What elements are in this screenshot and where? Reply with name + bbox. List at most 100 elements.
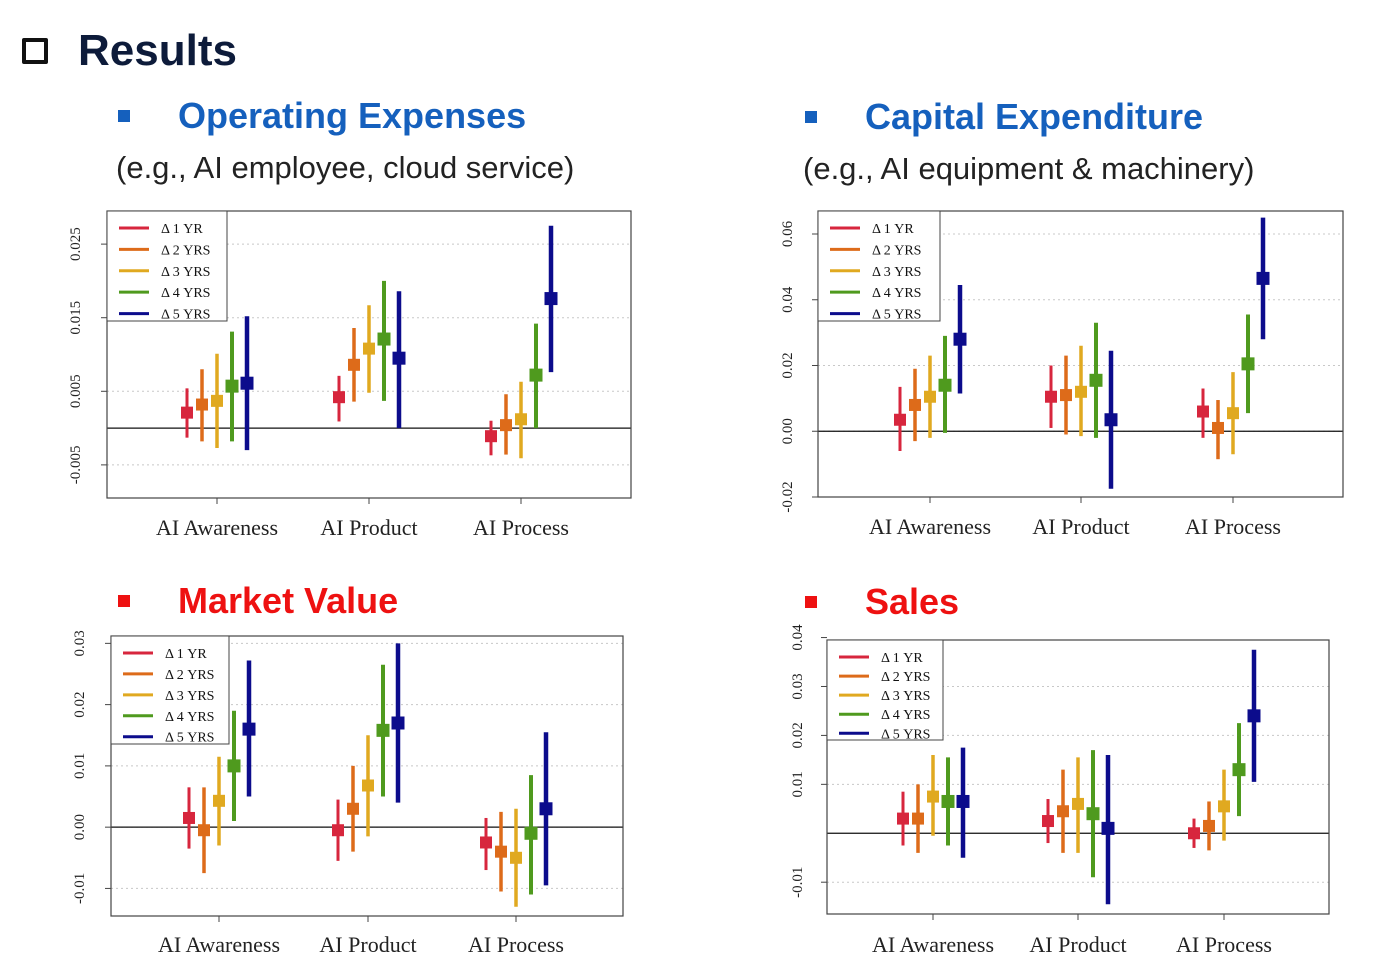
y-tick-label: 0.015 <box>68 301 84 335</box>
heading-text: Operating Expenses <box>178 95 527 136</box>
point-estimate <box>242 722 256 736</box>
point-estimate <box>1057 805 1069 818</box>
y-tick-label: 0.03 <box>790 673 806 699</box>
point-estimate <box>363 342 375 355</box>
point-estimate <box>912 812 924 825</box>
legend-label: Δ 3 YRS <box>161 265 210 280</box>
legend-label: Δ 2 YRS <box>165 668 214 683</box>
square-bullet-icon <box>118 595 130 607</box>
legend-label: Δ 5 YRS <box>161 308 210 323</box>
point-estimate <box>198 824 210 837</box>
page-title: Results <box>78 26 237 75</box>
point-estimate <box>1247 709 1261 723</box>
point-estimate <box>927 790 939 803</box>
point-estimate <box>391 716 405 730</box>
legend-label: Δ 3 YRS <box>881 689 930 704</box>
point-estimate <box>515 413 527 426</box>
point-estimate <box>213 794 225 807</box>
subtitle-capital-expenditure: (e.g., AI equipment & machinery) <box>803 151 1255 186</box>
category-label: AI Product <box>319 932 416 957</box>
title-row: Results <box>22 26 237 76</box>
point-estimate <box>181 406 193 419</box>
point-estimate <box>1188 827 1200 840</box>
legend-label: Δ 4 YRS <box>881 708 930 723</box>
y-tick-label: 0.02 <box>790 722 806 748</box>
y-tick-label: 0.02 <box>72 691 88 717</box>
legend-label: Δ 2 YRS <box>872 243 921 258</box>
point-estimate <box>211 394 223 407</box>
y-tick-label: 0.025 <box>68 227 84 261</box>
legend-label: Δ 5 YRS <box>165 731 214 746</box>
point-estimate <box>377 332 391 346</box>
category-label: AI Process <box>1176 932 1272 957</box>
heading-market-value: Market Value <box>118 580 398 622</box>
y-tick-label: 0.00 <box>780 418 796 444</box>
category-label: AI Awareness <box>156 515 278 540</box>
y-tick-label: -0.01 <box>72 873 88 904</box>
chart-panel-3: -0.01 0.00 0.01 0.02 0.03 AI Awareness AI Prod… <box>72 630 624 957</box>
y-tick-label: 0.00 <box>72 814 88 840</box>
point-estimate <box>495 845 507 858</box>
square-bullet-icon <box>118 110 130 122</box>
point-estimate <box>1060 389 1072 402</box>
y-tick-label: -0.01 <box>790 867 806 898</box>
point-estimate <box>183 811 195 824</box>
point-estimate <box>941 794 955 808</box>
legend-label: Δ 5 YRS <box>881 727 930 742</box>
legend-label: Δ 1 YR <box>881 651 923 666</box>
point-estimate <box>1075 385 1087 398</box>
legend-label: Δ 5 YRS <box>872 308 921 323</box>
category-label: AI Product <box>320 515 417 540</box>
y-tick-label: 0.005 <box>68 374 84 408</box>
point-estimate <box>227 759 241 773</box>
point-estimate <box>894 413 906 426</box>
point-estimate <box>1212 421 1224 434</box>
y-tick-label: 0.06 <box>780 220 796 247</box>
legend-label: Δ 2 YRS <box>161 243 210 258</box>
point-estimate <box>240 376 254 390</box>
point-estimate <box>924 390 936 403</box>
checkbox-icon <box>22 38 48 64</box>
chart-panel-2: -0.02 0.00 0.02 0.04 0.06 AI Awareness AI Prod… <box>780 210 1344 539</box>
point-estimate <box>1045 390 1057 403</box>
legend-label: Δ 4 YRS <box>165 710 214 725</box>
legend-label: Δ 4 YRS <box>161 286 210 301</box>
point-estimate <box>539 802 553 816</box>
y-tick-label: -0.005 <box>68 446 84 485</box>
category-label: AI Process <box>1185 514 1281 539</box>
point-estimate <box>1104 413 1118 427</box>
category-label: AI Product <box>1029 932 1126 957</box>
point-estimate <box>392 351 406 365</box>
heading-text: Sales <box>865 581 960 622</box>
point-estimate <box>529 368 543 382</box>
point-estimate <box>485 430 497 443</box>
point-estimate <box>225 379 239 393</box>
chart-panel-1: -0.005 0.005 0.015 0.025 AI Awareness AI Prod… <box>68 210 632 540</box>
chart-panel-4: -0.01 0.01 0.02 0.03 0.04 AI Awareness AI Prod… <box>790 624 1330 957</box>
point-estimate <box>347 802 359 815</box>
point-estimate <box>1072 797 1084 810</box>
category-label: AI Product <box>1032 514 1129 539</box>
point-estimate <box>1227 407 1239 420</box>
point-estimate <box>1241 357 1255 371</box>
category-label: AI Awareness <box>158 932 280 957</box>
square-bullet-icon <box>805 111 817 123</box>
point-estimate <box>1218 800 1230 813</box>
point-estimate <box>938 378 952 392</box>
category-label: AI Process <box>468 932 564 957</box>
point-estimate <box>1203 819 1215 832</box>
point-estimate <box>956 794 970 808</box>
point-estimate <box>1089 373 1103 387</box>
heading-text: Capital Expenditure <box>865 96 1204 137</box>
point-estimate <box>909 398 921 411</box>
y-tick-label: 0.01 <box>790 771 806 797</box>
y-tick-label: 0.01 <box>72 753 88 779</box>
category-label: AI Awareness <box>869 514 991 539</box>
point-estimate <box>1197 405 1209 418</box>
point-estimate <box>333 391 345 404</box>
y-tick-label: 0.04 <box>790 624 806 651</box>
legend-label: Δ 1 YR <box>161 222 203 237</box>
category-label: AI Process <box>473 515 569 540</box>
point-estimate <box>376 723 390 737</box>
